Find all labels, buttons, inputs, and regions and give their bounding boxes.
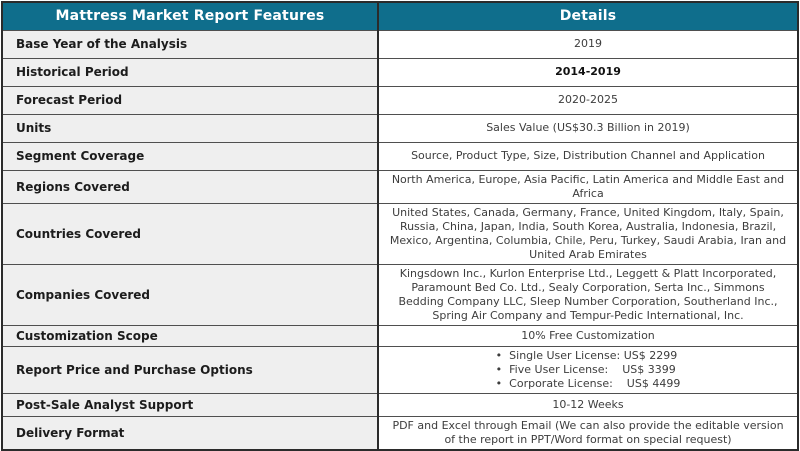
feature-label-cell: Delivery Format [1, 415, 379, 450]
feature-value-cell: Kingsdown Inc., Kurlon Enterprise Ltd., … [377, 263, 799, 326]
table-row-regions-covered: Regions Covered North America, Europe, A… [1, 169, 799, 204]
feature-label-cell: Historical Period [1, 57, 379, 87]
feature-label-cell: Post-Sale Analyst Support [1, 392, 379, 417]
license-option-single: Single User License: US$ 2299 [496, 349, 681, 363]
feature-label-cell: Countries Covered [1, 202, 379, 265]
feature-value-cell: 10-12 Weeks [377, 392, 799, 417]
feature-value-cell: North America, Europe, Asia Pacific, Lat… [377, 169, 799, 204]
table-row-delivery-format: Delivery Format PDF and Excel through Em… [1, 415, 799, 450]
license-option-corporate: Corporate License: US$ 4499 [496, 377, 680, 391]
feature-label-cell: Customization Scope [1, 324, 379, 347]
feature-label-cell: Report Price and Purchase Options [1, 345, 379, 394]
table-row-customization-scope: Customization Scope 10% Free Customizati… [1, 324, 799, 347]
feature-label-cell: Units [1, 113, 379, 143]
table-row-units: Units Sales Value (US$30.3 Billion in 20… [1, 113, 799, 143]
table-row-base-year: Base Year of the Analysis 2019 [1, 29, 799, 59]
feature-label-cell: Base Year of the Analysis [1, 29, 379, 59]
feature-label-cell: Segment Coverage [1, 141, 379, 171]
feature-value-cell: 10% Free Customization [377, 324, 799, 347]
table-row-historical-period: Historical Period 2014-2019 [1, 57, 799, 87]
feature-value-cell: 2020-2025 [377, 85, 799, 115]
license-option-five: Five User License: US$ 3399 [496, 363, 681, 377]
feature-value-cell: Sales Value (US$30.3 Billion in 2019) [377, 113, 799, 143]
feature-label-cell: Forecast Period [1, 85, 379, 115]
table-row-countries-covered: Countries Covered United States, Canada,… [1, 202, 799, 265]
feature-label-cell: Companies Covered [1, 263, 379, 326]
table-header-row: Mattress Market Report Features Details [1, 1, 799, 31]
feature-label-cell: Regions Covered [1, 169, 379, 204]
license-options-list: Single User License: US$ 2299 Five User … [496, 349, 681, 391]
table-row-forecast-period: Forecast Period 2020-2025 [1, 85, 799, 115]
feature-value-cell: 2019 [377, 29, 799, 59]
details-column-header: Details [377, 1, 799, 31]
feature-value-cell: Source, Product Type, Size, Distribution… [377, 141, 799, 171]
table-row-post-sale-support: Post-Sale Analyst Support 10-12 Weeks [1, 392, 799, 417]
report-features-page: Mattress Market Report Features Details … [0, 0, 800, 432]
feature-value-cell: United States, Canada, Germany, France, … [377, 202, 799, 265]
feature-value-cell: Single User License: US$ 2299 Five User … [377, 345, 799, 394]
feature-value-cell: 2014-2019 [377, 57, 799, 87]
feature-value-cell: PDF and Excel through Email (We can also… [377, 415, 799, 450]
table-row-report-price: Report Price and Purchase Options Single… [1, 345, 799, 394]
features-column-header: Mattress Market Report Features [1, 1, 379, 31]
table-row-companies-covered: Companies Covered Kingsdown Inc., Kurlon… [1, 263, 799, 326]
table-row-segment-coverage: Segment Coverage Source, Product Type, S… [1, 141, 799, 171]
